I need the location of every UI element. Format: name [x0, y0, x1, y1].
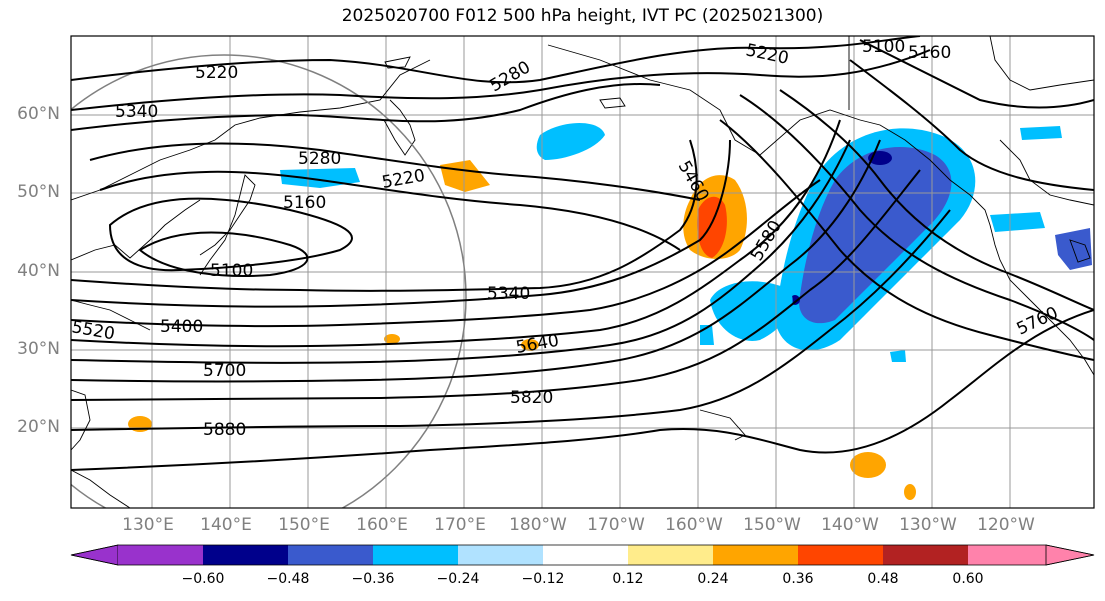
longitude-label: 150°E [278, 515, 330, 535]
latitude-label: 60°N [17, 104, 60, 124]
longitude-label: 180°W [509, 515, 567, 535]
contour-label: 5880 [203, 420, 246, 440]
contour-label: 5280 [298, 149, 341, 169]
contour-label: 5160 [908, 43, 951, 63]
colorbar-segment [118, 545, 203, 565]
longitude-label: 140°W [821, 515, 879, 535]
colorbar-tick-label: 0.60 [952, 571, 984, 587]
longitude-label: 130°E [122, 515, 174, 535]
longitude-label: 170°E [434, 515, 486, 535]
colorbar-tick-label: 0.36 [782, 571, 814, 587]
map-frame [70, 35, 1095, 509]
view-circle [71, 54, 467, 508]
longitude-label: 120°W [977, 515, 1035, 535]
contour-label: 5340 [115, 102, 158, 122]
colorbar-segment [203, 545, 288, 565]
colorbar-tick-label: 0.12 [612, 571, 644, 587]
colorbar-segment [543, 545, 628, 565]
colorbar-segment [968, 545, 1046, 565]
colorbar-segment [713, 545, 798, 565]
longitude-label: 130°W [899, 515, 957, 535]
colorbar-segment [883, 545, 968, 565]
colorbar-segment [458, 545, 543, 565]
colorbar-extend-min [70, 544, 119, 566]
longitude-label: 170°W [587, 515, 645, 535]
ivt-negative-shading [280, 122, 1092, 362]
colorbar-segment [798, 545, 883, 565]
latitude-label: 50°N [17, 182, 60, 202]
latitude-label: 40°N [17, 261, 60, 281]
contour-label: 5160 [283, 193, 326, 213]
colorbar [70, 544, 1095, 566]
contour-label: 5400 [160, 317, 203, 337]
colorbar-tick-label: −0.60 [181, 571, 225, 587]
colorbar-extend-max [1045, 544, 1095, 566]
contour-label: 5340 [487, 284, 530, 304]
colorbar-tick-label: −0.36 [351, 571, 395, 587]
longitude-label: 140°E [200, 515, 252, 535]
longitude-label: 160°W [665, 515, 723, 535]
latitude-label: 30°N [17, 339, 60, 359]
chart-title: 2025020700 F012 500 hPa height, IVT PC (… [341, 6, 824, 26]
longitude-label: 150°W [743, 515, 801, 535]
colorbar-tick-label: 0.48 [867, 571, 899, 587]
colorbar-tick-label: −0.24 [436, 571, 480, 587]
colorbar-tick-label: 0.24 [697, 571, 729, 587]
contour-label: 5820 [510, 388, 553, 408]
colorbar-segment [288, 545, 373, 565]
contour-label: 5100 [862, 37, 905, 57]
height-contours [71, 36, 1094, 471]
colorbar-segment [628, 545, 713, 565]
contour-label: 5700 [203, 361, 246, 381]
colorbar-segment [373, 545, 458, 565]
colorbar-tick-label: −0.48 [266, 571, 310, 587]
colorbar-tick-label: −0.12 [521, 571, 565, 587]
longitude-label: 160°E [356, 515, 408, 535]
contour-label: 5220 [195, 63, 238, 83]
latitude-label: 20°N [17, 417, 60, 437]
contour-label: 5100 [210, 261, 253, 281]
